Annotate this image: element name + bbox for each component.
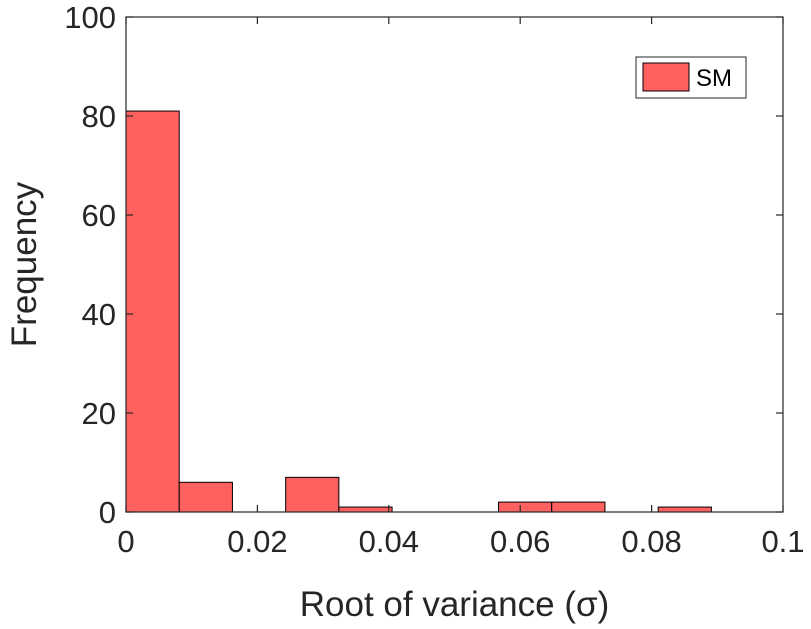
histogram-bar [657,506,712,513]
x-tick-label: 0.1 [761,524,804,559]
legend-label-sm: SM [696,65,732,92]
plot-area-frame [125,16,784,513]
histogram-bars [125,110,712,513]
y-tick-label: 40 [82,297,116,332]
y-tick-label: 100 [64,0,116,35]
x-tick-label: 0.06 [490,524,550,559]
histogram-bar [285,476,340,513]
x-tick-label: 0.08 [621,524,681,559]
y-tick-label: 0 [99,495,116,530]
histogram-bar [338,506,393,513]
histogram-bar [125,110,180,513]
y-tick-label: 60 [82,198,116,233]
x-tick-label: 0.02 [227,524,287,559]
axis-tick-labels: 0 0.02 0.04 0.06 0.08 0.1 0 20 40 60 80 100 [64,0,804,559]
x-axis-label: Root of variance (σ) [300,585,610,624]
y-tick-label: 20 [82,396,116,431]
x-tick-label: 0 [117,524,134,559]
histogram-bar [551,501,606,513]
x-tick-label: 0.04 [359,524,419,559]
histogram-bar [178,481,233,513]
y-axis-label: Frequency [5,181,44,347]
legend-swatch-sm [642,62,690,92]
legend: SM [635,56,747,99]
y-tick-label: 80 [82,99,116,134]
histogram-bar [498,501,553,513]
